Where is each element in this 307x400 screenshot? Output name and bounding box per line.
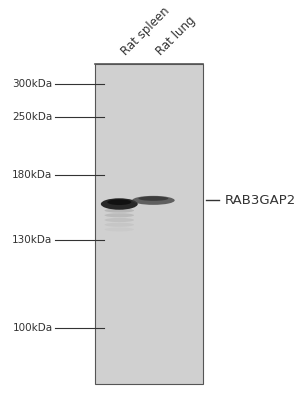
Ellipse shape (104, 208, 134, 212)
Ellipse shape (107, 199, 131, 205)
Text: RAB3GAP2: RAB3GAP2 (224, 194, 296, 207)
Text: 180kDa: 180kDa (12, 170, 52, 180)
Ellipse shape (132, 196, 175, 205)
Ellipse shape (138, 196, 168, 201)
Ellipse shape (104, 218, 134, 222)
Text: Rat spleen: Rat spleen (119, 5, 173, 58)
Text: 300kDa: 300kDa (12, 79, 52, 89)
Ellipse shape (104, 223, 134, 227)
Ellipse shape (104, 213, 134, 217)
Text: 130kDa: 130kDa (12, 235, 52, 245)
Text: Rat lung: Rat lung (154, 14, 198, 58)
Ellipse shape (101, 198, 138, 210)
Text: 250kDa: 250kDa (12, 112, 52, 122)
Bar (95, 64, 203, 384)
Text: 100kDa: 100kDa (12, 323, 52, 333)
